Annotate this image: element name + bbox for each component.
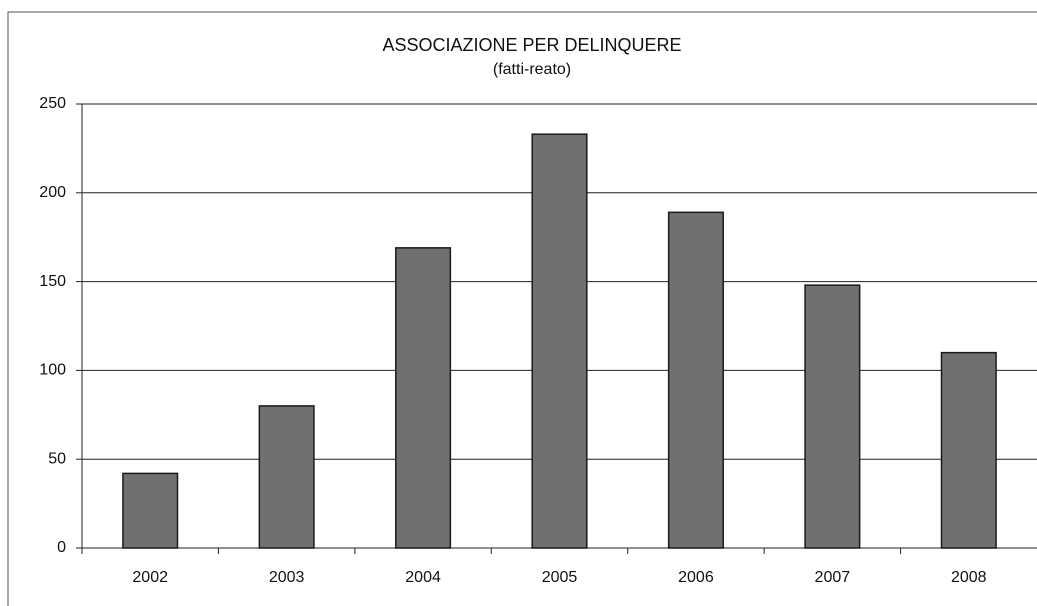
x-tick-label: 2004 [405, 569, 441, 586]
bar [258, 405, 315, 549]
chart-title: ASSOCIAZIONE PER DELINQUERE [382, 35, 681, 55]
x-tick-label: 2002 [132, 569, 168, 586]
y-tick-label: 50 [48, 450, 66, 467]
x-tick-label: 2006 [678, 569, 714, 586]
y-tick-label: 150 [39, 273, 66, 290]
x-tick-label: 2003 [269, 569, 305, 586]
x-tick-label: 2005 [542, 569, 578, 586]
y-tick-label: 100 [39, 362, 66, 379]
chart-frame [7, 11, 1037, 606]
bar [940, 351, 997, 549]
bar [667, 211, 724, 549]
bar [395, 247, 452, 549]
bar [804, 284, 861, 549]
y-tick-label: 0 [57, 539, 66, 556]
bar [531, 133, 588, 549]
y-tick-label: 250 [39, 95, 66, 112]
y-tick-label: 200 [39, 184, 66, 201]
chart-subtitle: (fatti-reato) [493, 61, 571, 78]
x-tick-label: 2008 [951, 569, 987, 586]
x-tick-label: 2007 [815, 569, 851, 586]
bar [122, 472, 179, 549]
